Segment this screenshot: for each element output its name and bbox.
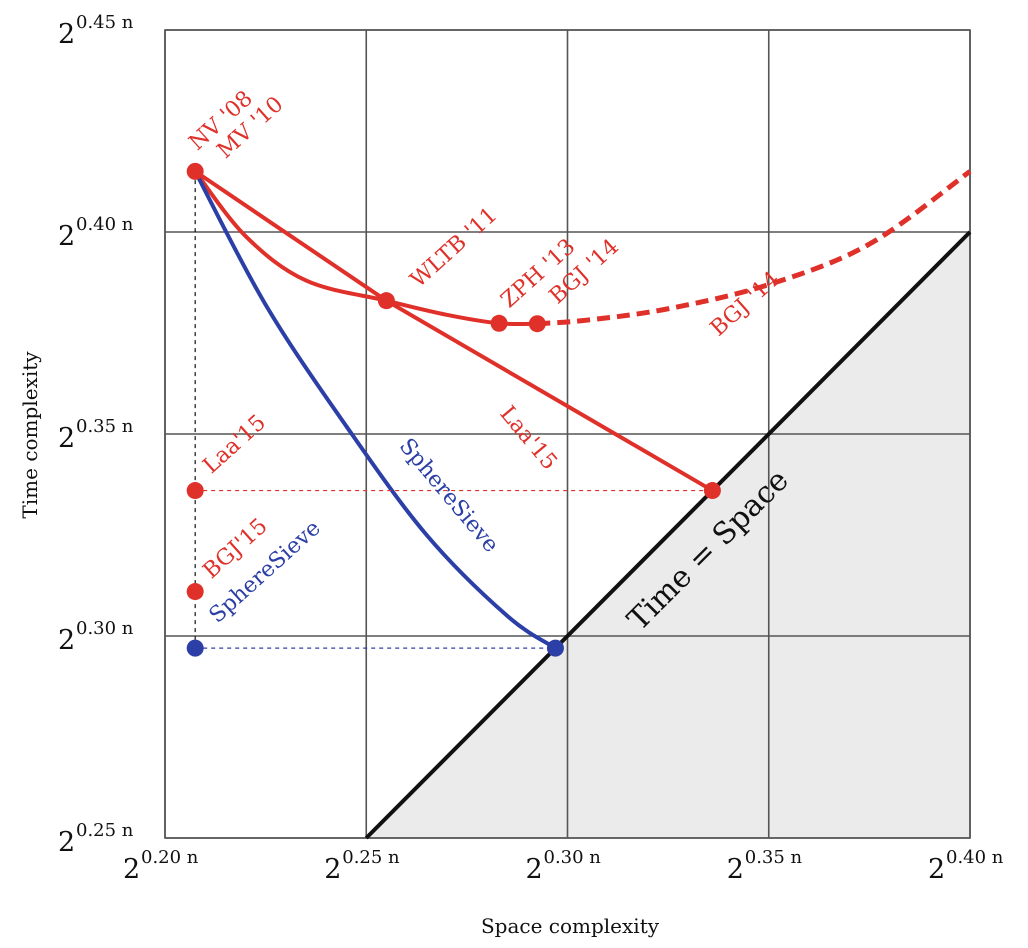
y-tick-base: 2	[58, 221, 75, 252]
series-line-3	[193, 170, 557, 650]
data-point-4	[703, 482, 721, 500]
y-tick-labels: 2 0.25 n2 0.30 n2 0.35 n2 0.40 n2 0.45 n	[58, 12, 134, 858]
series-line-2	[194, 169, 714, 493]
y-axis-title: Time complexity	[18, 351, 42, 519]
x-tick-label-2: 2 0.30 n	[526, 847, 602, 885]
plot-frame	[164, 29, 971, 839]
annotation-label-2: WLTB '11	[406, 203, 502, 293]
data-point-2	[490, 314, 508, 332]
y-tick-base: 2	[58, 19, 75, 50]
x-tick-exponent: 0.30 n	[544, 847, 602, 868]
x-tick-base: 2	[727, 854, 744, 885]
y-tick-label-4: 2 0.45 n	[58, 12, 134, 50]
series-line-4	[364, 230, 972, 840]
points-group	[186, 162, 721, 657]
y-tick-label-3: 2 0.40 n	[58, 214, 134, 252]
series-line-1	[537, 169, 972, 327]
y-tick-exponent: 0.30 n	[76, 618, 134, 639]
data-point-0	[186, 162, 204, 180]
y-tick-exponent: 0.45 n	[76, 12, 134, 33]
data-point-5	[186, 482, 204, 500]
x-tick-label-3: 2 0.35 n	[727, 847, 803, 885]
grid	[164, 29, 971, 839]
annotation-label-7: SphereSieve	[394, 434, 503, 558]
y-tick-exponent: 0.40 n	[76, 214, 134, 235]
x-tick-base: 2	[324, 854, 341, 885]
data-point-8	[186, 639, 204, 657]
x-tick-base: 2	[928, 854, 945, 885]
y-tick-base: 2	[58, 423, 75, 454]
x-tick-label-4: 2 0.40 n	[928, 847, 1004, 885]
annotation-label-8: Laa'15	[199, 410, 271, 479]
x-tick-label-1: 2 0.25 n	[324, 847, 400, 885]
y-tick-label-1: 2 0.30 n	[58, 618, 134, 656]
x-tick-labels: 2 0.20 n 2 0.25 n 2 0.30 n 2 0.35 n 2 0.40 n	[123, 847, 1004, 885]
annotation-label-5: BGJ '14	[706, 267, 785, 342]
data-point-1	[377, 292, 395, 310]
y-tick-base: 2	[58, 625, 75, 656]
data-point-3	[528, 315, 546, 333]
x-tick-exponent: 0.25 n	[342, 847, 400, 868]
y-tick-label-2: 2 0.35 n	[58, 416, 134, 454]
y-tick-base: 2	[58, 827, 75, 858]
x-tick-base: 2	[123, 854, 140, 885]
annotation-label-6: Laa'15	[494, 402, 561, 475]
x-tick-base: 2	[526, 854, 543, 885]
x-axis-title: Space complexity	[481, 914, 660, 938]
y-tick-exponent: 0.35 n	[76, 416, 134, 437]
data-point-7	[546, 639, 564, 657]
x-tick-exponent: 0.35 n	[745, 847, 803, 868]
x-tick-label-0: 2 0.20 n	[123, 847, 199, 885]
y-tick-exponent: 0.25 n	[76, 820, 134, 841]
x-tick-exponent: 0.20 n	[141, 847, 199, 868]
x-tick-exponent: 0.40 n	[946, 847, 1004, 868]
data-point-6	[186, 583, 204, 601]
y-tick-label-0: 2 0.25 n	[58, 820, 134, 858]
